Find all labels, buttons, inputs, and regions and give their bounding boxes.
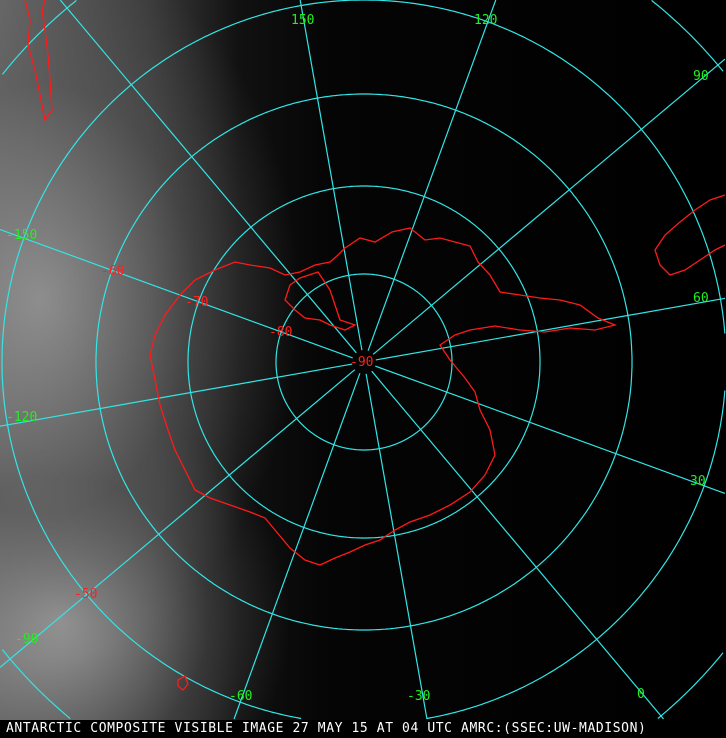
latitude-circle xyxy=(1,0,724,719)
latitude-circles xyxy=(1,0,726,720)
lon-label-60: 60 xyxy=(693,291,709,306)
image-caption: ANTARCTIC COMPOSITE VISIBLE IMAGE 27 MAY… xyxy=(0,720,726,738)
lat-label-minus-80: -80 xyxy=(269,325,292,340)
lat-label-minus-50: -50 xyxy=(74,587,97,602)
meridian-line xyxy=(0,228,353,359)
lat-label-minus-90: -90 xyxy=(350,355,373,370)
meridian-line xyxy=(299,0,363,351)
lon-label-150: 150 xyxy=(291,13,314,28)
lat-label-minus-70: -70 xyxy=(185,295,208,310)
longitude-labels: 150 120 90 60 30 0 -30 -60 -90 -120 -150 xyxy=(6,13,709,704)
lon-label-minus-120: -120 xyxy=(6,410,37,425)
lon-label-minus-90: -90 xyxy=(15,632,38,647)
longitude-lines xyxy=(0,0,726,720)
map-overlay: 150 120 90 60 30 0 -30 -60 -90 -120 -150… xyxy=(0,0,726,720)
latitude-circle xyxy=(187,185,541,539)
meridian-line xyxy=(375,365,726,494)
meridian-line xyxy=(367,0,497,351)
meridian-line xyxy=(0,363,353,427)
south-america-coastline xyxy=(24,0,53,122)
lat-label-minus-60: -60 xyxy=(101,264,124,279)
meridian-line xyxy=(372,58,726,355)
meridian-line xyxy=(375,297,726,361)
meridian-line xyxy=(0,369,356,668)
lon-label-30: 30 xyxy=(690,474,706,489)
coastline xyxy=(24,0,726,691)
lon-label-minus-30: -30 xyxy=(407,689,430,704)
antarctica-coastline xyxy=(149,227,618,566)
lon-label-90: 90 xyxy=(693,69,709,84)
meridian-line xyxy=(233,373,361,720)
lon-label-minus-60: -60 xyxy=(229,689,252,704)
lon-label-0: 0 xyxy=(637,687,645,702)
meridian-line xyxy=(371,370,665,720)
latitude-labels: -90 -80 -70 -60 -50 xyxy=(74,264,373,602)
lon-label-minus-150: -150 xyxy=(6,228,37,243)
latitude-circle xyxy=(95,93,633,631)
meridian-line xyxy=(365,373,428,720)
africa-coastline xyxy=(654,194,726,276)
latitude-circle xyxy=(1,0,726,720)
meridian-line xyxy=(59,0,357,354)
island-coastline xyxy=(177,675,189,691)
lon-label-120: 120 xyxy=(474,13,497,28)
peninsula-coastline xyxy=(284,271,357,331)
latitude-circle xyxy=(275,273,453,451)
